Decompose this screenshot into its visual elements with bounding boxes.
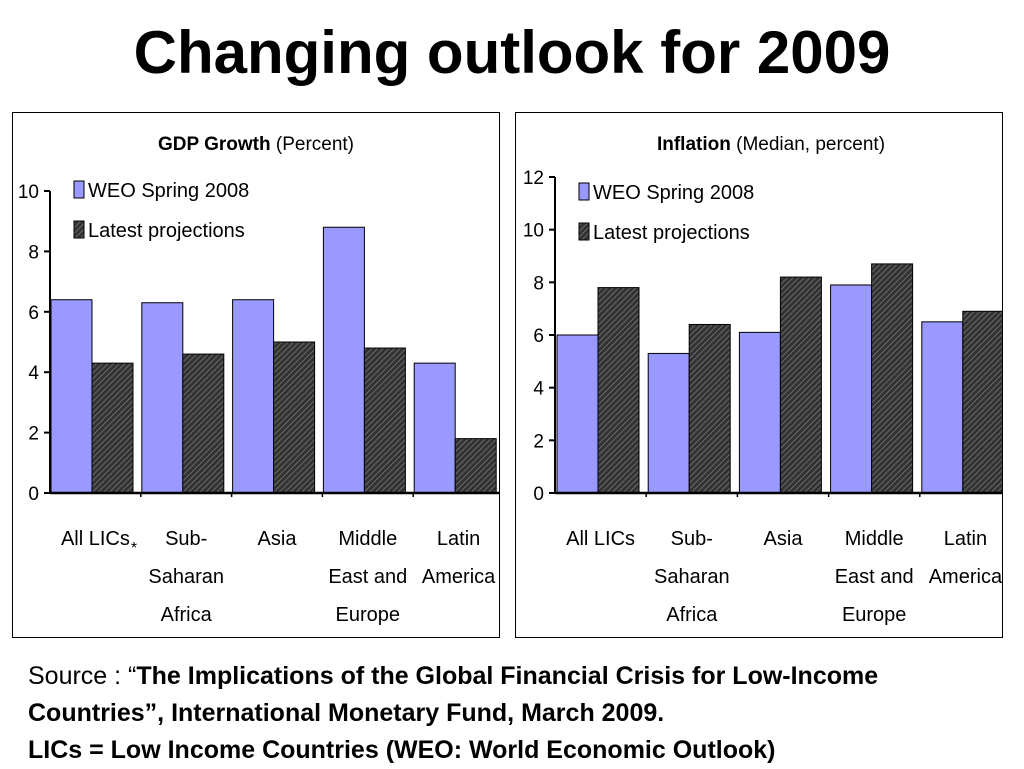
bar-weo-spring-2008 [647, 352, 690, 494]
bar-weo-spring-2008 [738, 331, 781, 494]
legend-swatch [73, 220, 85, 239]
chart-title-main: Inflation [657, 134, 731, 155]
y-tick-label: 4 [28, 363, 39, 384]
chart-title-main: GDP Growth [158, 134, 271, 155]
gdp-growth-chart: GDP Growth (Percent) 0 2 4 6 8 10 All LICs Sub- S… [18, 134, 499, 626]
x-tick-label: Middle [338, 528, 397, 550]
source-citation: The Implications of the Global Financial… [28, 662, 879, 727]
y-tick-label: 12 [523, 168, 544, 189]
x-tick-label: Saharan [654, 566, 730, 588]
x-tick-label: Middle [845, 528, 904, 550]
slide-title: Changing outlook for 2009 [133, 19, 891, 86]
y-tick-label: 10 [523, 221, 544, 242]
y-tick-label: 2 [533, 431, 544, 452]
bar-weo-spring-2008 [50, 299, 93, 494]
bar-latest-projections [597, 287, 640, 494]
y-tick-label: 8 [28, 242, 39, 263]
legend-swatch [578, 222, 590, 241]
inflation-chart: Inflation (Median, percent) 0 2 4 6 8 10 12 All … [523, 134, 1002, 626]
x-tick-label: Europe [336, 604, 401, 626]
bar-latest-projections [779, 276, 822, 494]
x-tick-label: All LICs [61, 528, 130, 550]
bar-weo-spring-2008 [830, 284, 873, 494]
y-tick-label: 4 [533, 379, 544, 400]
chart-annotation: * [131, 540, 137, 557]
bar-weo-spring-2008 [921, 321, 964, 494]
x-tick-label: Africa [161, 604, 213, 626]
y-tick-label: 6 [533, 326, 544, 347]
abbreviation-note: LICs = Low Income Countries (WEO: World … [28, 736, 776, 764]
bar-latest-projections [454, 438, 497, 494]
chart-subtitle: (Median, percent) [731, 134, 885, 155]
x-tick-label: Asia [258, 528, 298, 550]
x-tick-label: All LICs [566, 528, 635, 550]
chart-title: Inflation (Median, percent) [657, 134, 885, 155]
x-tick-label: Europe [842, 604, 907, 626]
chart-subtitle: (Percent) [271, 134, 354, 155]
inflation-chart-panel: Inflation (Median, percent) 0 2 4 6 8 10 12 All … [515, 112, 1003, 638]
bar-weo-spring-2008 [322, 226, 365, 494]
x-tick-label: America [422, 566, 496, 588]
bar-weo-spring-2008 [556, 334, 599, 494]
x-tick-label: America [929, 566, 1002, 588]
x-tick-label: East and [328, 566, 407, 588]
y-tick-label: 0 [28, 484, 39, 505]
chart-title: GDP Growth (Percent) [158, 134, 354, 155]
bar-latest-projections [871, 263, 914, 494]
legend-label: Latest projections [88, 220, 245, 242]
bar-weo-spring-2008 [232, 299, 275, 494]
y-tick-label: 10 [18, 182, 39, 203]
x-tick-label: Saharan [148, 566, 224, 588]
legend-swatch [578, 182, 590, 201]
legend-label: WEO Spring 2008 [593, 182, 754, 204]
x-tick-label: Latin [944, 528, 987, 550]
x-tick-label: Sub- [165, 528, 207, 550]
bar-latest-projections [91, 362, 134, 494]
x-tick-label: Asia [764, 528, 804, 550]
bar-latest-projections [363, 347, 406, 494]
bar-latest-projections [273, 341, 316, 494]
legend-label: Latest projections [593, 222, 750, 244]
legend-label: WEO Spring 2008 [88, 180, 249, 202]
y-tick-label: 8 [533, 273, 544, 294]
x-tick-label: Africa [666, 604, 718, 626]
y-tick-label: 2 [28, 424, 39, 445]
x-tick-label: East and [835, 566, 914, 588]
bar-latest-projections [962, 310, 1002, 494]
bar-latest-projections [182, 353, 225, 494]
bar-weo-spring-2008 [413, 362, 456, 494]
source-note: Source : “The Implications of the Global… [28, 658, 1008, 769]
gdp-growth-chart-panel: GDP Growth (Percent) 0 2 4 6 8 10 All LICs Sub- S… [12, 112, 500, 638]
x-tick-label: Latin [437, 528, 480, 550]
y-tick-label: 0 [533, 484, 544, 505]
bar-latest-projections [688, 323, 731, 494]
source-prefix: Source : “ [28, 662, 137, 690]
x-tick-label: Sub- [671, 528, 713, 550]
y-tick-label: 6 [28, 303, 39, 324]
legend-swatch [73, 180, 85, 199]
bar-weo-spring-2008 [141, 302, 184, 494]
